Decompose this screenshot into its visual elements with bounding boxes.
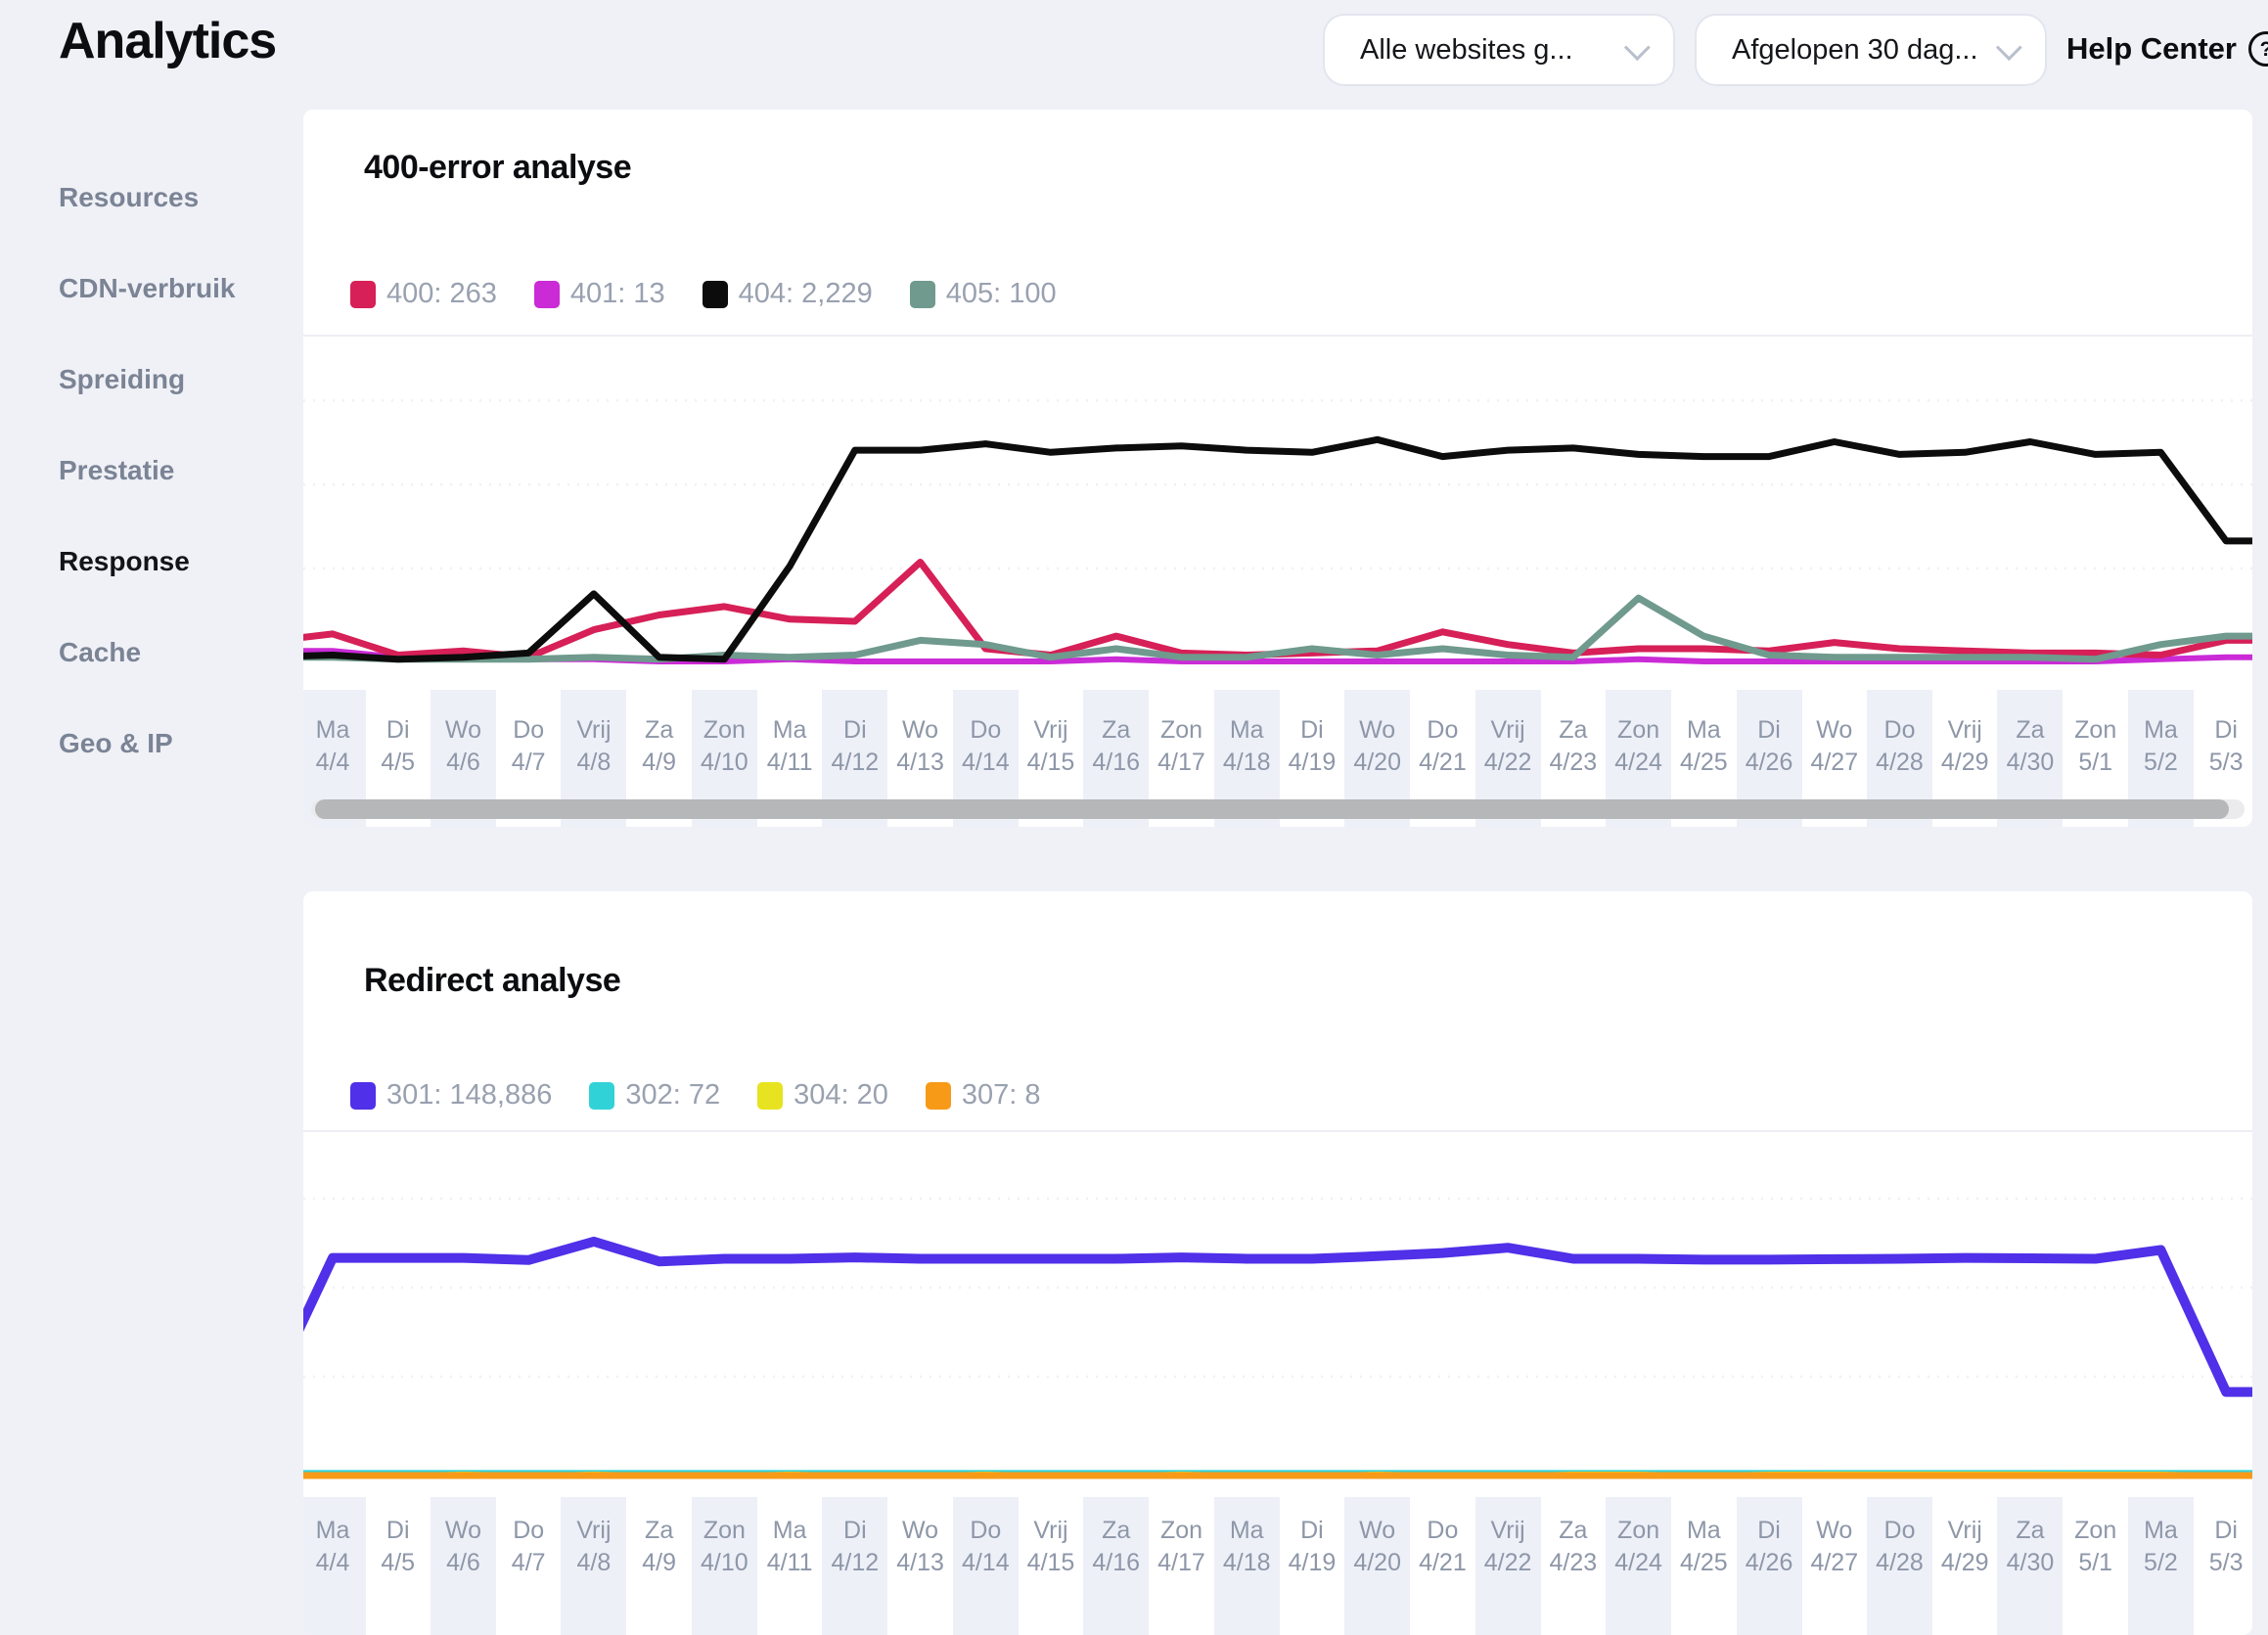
card-divider [303, 335, 2252, 337]
legend-label: 401: 13 [569, 278, 665, 309]
plot-area [303, 1137, 2252, 1479]
legend-label: 307: 8 [961, 1079, 1041, 1111]
legend-label: 301: 148,886 [386, 1079, 553, 1111]
legend-label: 405: 100 [945, 278, 1057, 309]
card-divider [303, 1130, 2252, 1132]
x-axis-label: Di 4/12 [831, 716, 880, 776]
x-axis-label: Ma 5/2 [2144, 716, 2178, 776]
x-axis-label: Di 5/3 [2208, 716, 2244, 776]
plot-area [303, 342, 2252, 665]
x-axis-label: Wo 4/27 [1810, 716, 1859, 776]
sidebar-item-spreiding[interactable]: Spreiding [59, 364, 186, 394]
help-center-label: Help Center [2066, 31, 2237, 66]
legend-swatch [350, 280, 376, 308]
legend-item-400[interactable]: 400: 263 [350, 278, 497, 310]
legend-swatch [925, 1081, 951, 1110]
h-scrollbar-thumb[interactable] [315, 799, 2229, 819]
legend-label: 304: 20 [794, 1079, 888, 1111]
x-axis-label: Do 4/7 [511, 716, 546, 776]
x-axis-label: Zon 4/17 [1157, 716, 1205, 776]
h-scrollbar[interactable] [311, 799, 2245, 819]
x-axis-label: Za 4/23 [1549, 716, 1598, 776]
sidebar-item-response[interactable]: Response [59, 546, 190, 576]
date-range-dropdown[interactable]: Afgelopen 30 dag... [1695, 14, 2047, 86]
x-axis-label: Di 4/19 [1288, 716, 1337, 776]
sidebar-item-cdn-verbruik[interactable]: CDN-verbruik [59, 273, 236, 303]
legend-swatch [757, 1081, 784, 1110]
x-axis-label: Zon 5/1 [2074, 716, 2117, 776]
legend-item-301[interactable]: 301: 148,886 [350, 1079, 552, 1112]
x-axis-label: Vrij 4/29 [1940, 716, 1989, 776]
legend-swatch [909, 280, 935, 308]
chart-title: Redirect analyse [364, 962, 621, 999]
x-axis-label: Wo 4/13 [896, 716, 944, 776]
sidebar-item-prestatie[interactable]: Prestatie [59, 455, 175, 485]
chart-legend: 400: 263 401: 13 404: 2,229 405: 100 [350, 278, 1057, 310]
chart-title: 400-error analyse [364, 149, 632, 186]
x-axis-label: Ma 4/25 [1679, 716, 1728, 776]
legend-item-304[interactable]: 304: 20 [757, 1079, 888, 1112]
line-series-301 [303, 1236, 2252, 1397]
x-axis-label: Ma 4/4 [315, 716, 350, 776]
legend-item-307[interactable]: 307: 8 [925, 1079, 1041, 1112]
legend-swatch [350, 1081, 376, 1110]
site-selector-dropdown[interactable]: Alle websites g... [1323, 14, 1675, 86]
x-axis-label: Za 4/9 [642, 716, 677, 776]
chart-card-400-errors: 400-error analyse 400: 263 401: 13 404: 2,… [303, 110, 2252, 827]
x-axis-label: Di 4/26 [1745, 716, 1793, 776]
chart-legend: 301: 148,886 302: 72 304: 20 307: 8 [350, 1079, 1041, 1112]
x-axis-label: Vrij 4/15 [1026, 716, 1075, 776]
x-axis-label: Vrij 4/22 [1483, 716, 1532, 776]
x-axis-label: Vrij 4/8 [576, 716, 612, 776]
legend-label: 400: 263 [386, 278, 497, 309]
chevron-down-icon [1623, 33, 1651, 61]
x-axis-label: Za 4/30 [2006, 716, 2055, 776]
x-axis-label: Za 4/16 [1092, 716, 1141, 776]
legend-item-405[interactable]: 405: 100 [909, 278, 1057, 310]
legend-item-404[interactable]: 404: 2,229 [702, 278, 873, 310]
help-center-link[interactable]: Help Center ? [2066, 31, 2268, 67]
x-axis-label: Ma 4/18 [1222, 716, 1271, 776]
legend-item-401[interactable]: 401: 13 [533, 278, 665, 310]
x-axis-label: Zon 4/10 [701, 716, 748, 776]
x-axis-label: Do 4/21 [1419, 716, 1467, 776]
legend-label: 404: 2,229 [738, 278, 873, 309]
legend-swatch [533, 280, 560, 308]
x-axis-label: Do 4/14 [961, 716, 1010, 776]
x-axis: Ma 4/4 Di 4/5 Wo 4/6 Do 4/7 Vrij 4/8 Za 4/9 Zon 4/10 M… [303, 1497, 2252, 1635]
legend-item-302[interactable]: 302: 72 [589, 1079, 720, 1112]
x-axis-label: Zon 4/24 [1614, 716, 1662, 776]
question-mark-icon: ? [2247, 31, 2268, 67]
x-axis-label: Wo 4/20 [1353, 716, 1401, 776]
line-series-404 [303, 435, 2252, 663]
sidebar-item-resources[interactable]: Resources [59, 182, 200, 212]
analytics-page: { "header": { "title": "Analytics", "sit… [59, 13, 2268, 1635]
chevron-down-icon [1995, 33, 2022, 61]
x-axis-label: Wo 4/6 [444, 716, 481, 776]
site-selector-value: Alle websites g... [1360, 33, 1573, 66]
line-series-405 [303, 594, 2252, 663]
legend-swatch [589, 1081, 615, 1110]
app-title: Analytics [59, 13, 277, 69]
chart-card-redirects: Redirect analyse 301: 148,886 302: 72 304:… [303, 891, 2252, 1635]
sidebar-item-geo-ip[interactable]: Geo & IP [59, 728, 173, 758]
x-axis-label: Di 4/5 [381, 716, 416, 776]
x-axis-label: Do 4/28 [1876, 716, 1924, 776]
legend-label: 302: 72 [625, 1079, 721, 1111]
x-axis-label: Ma 4/11 [766, 716, 813, 776]
legend-swatch [702, 280, 728, 308]
sidebar-item-cache[interactable]: Cache [59, 637, 142, 667]
date-range-value: Afgelopen 30 dag... [1732, 33, 1978, 66]
sidebar-nav: Resources CDN-verbruik Spreiding Prestatie R… [59, 182, 294, 819]
line-series-400 [303, 559, 2252, 661]
x-axis-label: Di 5/3 [2208, 1517, 2244, 1576]
